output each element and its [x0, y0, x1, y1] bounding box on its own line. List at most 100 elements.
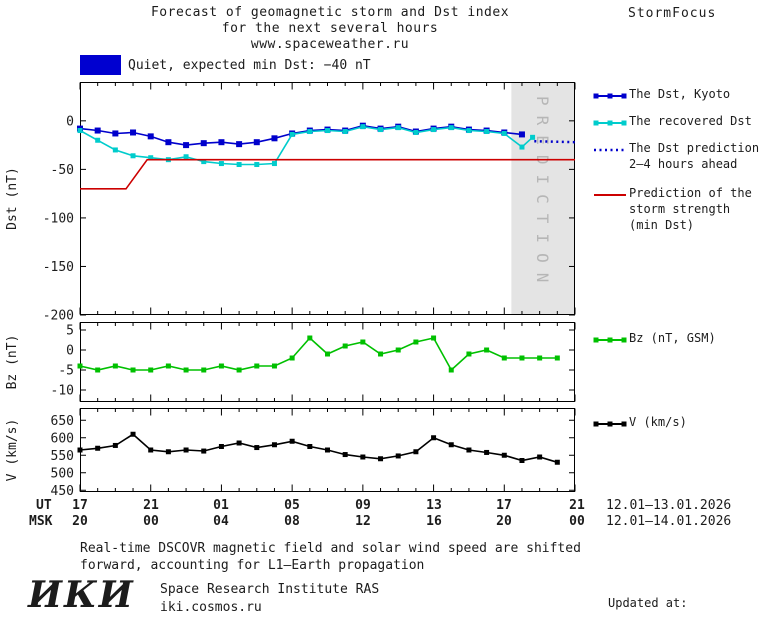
the-recovered-dst-point: [448, 125, 454, 131]
v-km-s-point: [236, 440, 242, 446]
legend-label: V (km/s): [629, 415, 687, 429]
v-km-s-point: [201, 448, 207, 454]
bz-nt-gsm-line: [79, 336, 558, 372]
the-dst-kyoto-point: [183, 142, 190, 149]
title-line-1: Forecast of geomagnetic storm and Dst in…: [150, 5, 510, 20]
v-km-s-point: [484, 449, 490, 455]
y-axis-title: Dst (nT): [5, 167, 20, 230]
v-km-s-point: [95, 445, 101, 451]
ut-tick: 09: [355, 498, 371, 513]
v-km-s-point: [165, 449, 171, 455]
msk-tick: 20: [496, 514, 512, 529]
legend-label: 2–4 hours ahead: [629, 157, 738, 171]
the-dst-kyoto-point: [271, 135, 278, 142]
ut-axis-label: UT: [36, 498, 52, 513]
the-recovered-dst-point: [484, 129, 490, 135]
y-tick-label: -150: [43, 260, 74, 275]
prediction-of-the-storm-strength-min-dst-line: [80, 158, 575, 190]
bz-nt-gsm-point: [130, 367, 136, 373]
the-dst-kyoto-point: [253, 139, 260, 146]
the-dst-kyoto-point: [200, 140, 207, 147]
v-km-s-point: [413, 449, 419, 455]
bz-nt-gsm-point: [307, 335, 313, 341]
v-km-s-point: [501, 452, 507, 458]
v-km-s-line: [79, 433, 558, 464]
dst-prediction-marker-icon: [593, 143, 627, 172]
v-km-s-point: [342, 452, 348, 458]
y-tick-label: 500: [51, 466, 74, 481]
recovered-dst-marker-icon: [593, 116, 627, 132]
bz-nt-gsm-point: [484, 347, 490, 353]
dst-chart: PREDICTION 0 -50 -100 -150 -200 Dst (nT): [5, 82, 576, 324]
legend-label: storm strength: [629, 202, 731, 216]
the-recovered-dst-point: [130, 153, 136, 159]
v-km-s-point: [183, 447, 189, 453]
bz-nt-gsm-point: [165, 363, 171, 369]
ut-tick: 21: [143, 498, 159, 513]
v-km-s-point: [112, 442, 118, 448]
updated-label: Updated at:: [608, 596, 688, 610]
the-recovered-dst-point: [95, 137, 101, 143]
ut-date-range: 12.01–13.01.2026: [606, 498, 732, 513]
bz-nt-gsm-point: [183, 367, 189, 373]
v-km-s-point: [307, 444, 313, 449]
legend-v: V (km/s): [593, 414, 687, 433]
bz-nt-gsm-point: [148, 367, 154, 373]
the-recovered-dst-point: [201, 159, 207, 165]
ut-tick: 21: [569, 498, 585, 513]
v-km-s-point: [519, 458, 525, 463]
bz-nt-gsm-point: [466, 351, 472, 357]
y-tick-label: 0: [66, 114, 74, 129]
the-recovered-dst-point: [519, 144, 525, 150]
the-recovered-dst-point: [236, 162, 242, 168]
bz-nt-gsm-point: [218, 363, 224, 369]
the-dst-prediction-2-4-hours-ahead-line: [534, 139, 576, 144]
storm-strength-marker-icon: [593, 188, 627, 233]
ut-tick: 13: [426, 498, 442, 513]
the-recovered-dst-point: [307, 129, 313, 135]
v-km-s-point: [448, 442, 454, 448]
y-tick-label: -10: [51, 384, 74, 399]
bz-nt-gsm-point: [395, 347, 401, 353]
updated-block: Updated at: UT 17:05, 13.01.2026 MSK 20:…: [596, 566, 748, 620]
ut-tick: 05: [284, 498, 300, 513]
institute-name: Space Research Institute RAS: [160, 582, 380, 597]
y-axis-title: Bz (nT): [5, 335, 20, 390]
legend-label: (min Dst): [629, 218, 695, 232]
legend-bz: Bz (nT, GSM): [593, 330, 716, 349]
y-tick-label: -5: [58, 364, 74, 379]
msk-tick: 00: [569, 514, 585, 529]
the-dst-kyoto-point: [165, 139, 172, 146]
msk-tick: 08: [284, 514, 300, 529]
bz-nt-gsm-point: [413, 339, 419, 345]
propagation-note: Real-time DSCOVR magnetic field and sola…: [80, 540, 581, 574]
legend-recovered-dst: The recovered Dst: [593, 113, 752, 132]
v-km-s-point: [271, 442, 277, 448]
y-tick-label: 550: [51, 449, 74, 464]
v-km-s-point: [325, 447, 330, 453]
y-tick-label: 650: [51, 414, 74, 429]
the-dst-kyoto-point: [112, 130, 119, 137]
status-label: Quiet, expected min Dst: −40 nT: [128, 58, 371, 73]
the-recovered-dst-line: [79, 125, 534, 166]
site-url-title: www.spaceweather.ru: [250, 37, 410, 52]
legend-label: The Dst prediction: [629, 141, 760, 155]
v-km-s-point: [395, 453, 401, 459]
bz-nt-gsm-point: [501, 355, 507, 361]
v-km-s-point: [554, 459, 560, 465]
y-tick-label: -200: [43, 309, 74, 324]
xaxis-ut-row: UT 17 21 01 05 09 13 17 21 12.01–13.01.2…: [0, 498, 760, 514]
bz-nt-gsm-point: [254, 363, 260, 369]
bz-nt-gsm-point: [325, 351, 330, 357]
v-km-s-point: [466, 447, 472, 453]
the-recovered-dst-point: [431, 127, 437, 133]
y-axis-title: V (km/s): [5, 419, 20, 482]
msk-tick: 20: [72, 514, 88, 529]
y-tick-label: 0: [66, 344, 74, 359]
bz-nt-gsm-point: [537, 355, 543, 361]
the-recovered-dst-point: [271, 161, 277, 167]
bz-nt-gsm-point: [342, 343, 348, 349]
v-marker-icon: [593, 417, 627, 433]
title-line-2: for the next several hours: [221, 21, 439, 36]
the-recovered-dst-point: [360, 124, 366, 130]
